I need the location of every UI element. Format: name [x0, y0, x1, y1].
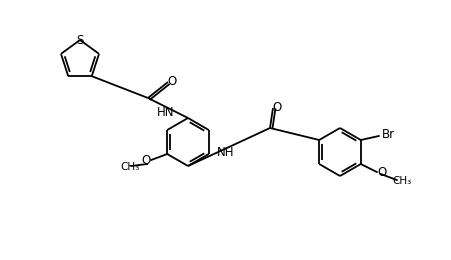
Text: O: O [376, 166, 386, 179]
Text: O: O [167, 75, 176, 88]
Text: CH₃: CH₃ [120, 162, 139, 172]
Text: Br: Br [382, 128, 395, 141]
Text: O: O [272, 101, 281, 114]
Text: NH: NH [217, 146, 234, 159]
Text: CH₃: CH₃ [391, 176, 410, 186]
Text: O: O [141, 154, 151, 167]
Text: S: S [76, 34, 83, 47]
Text: HN: HN [157, 106, 175, 119]
